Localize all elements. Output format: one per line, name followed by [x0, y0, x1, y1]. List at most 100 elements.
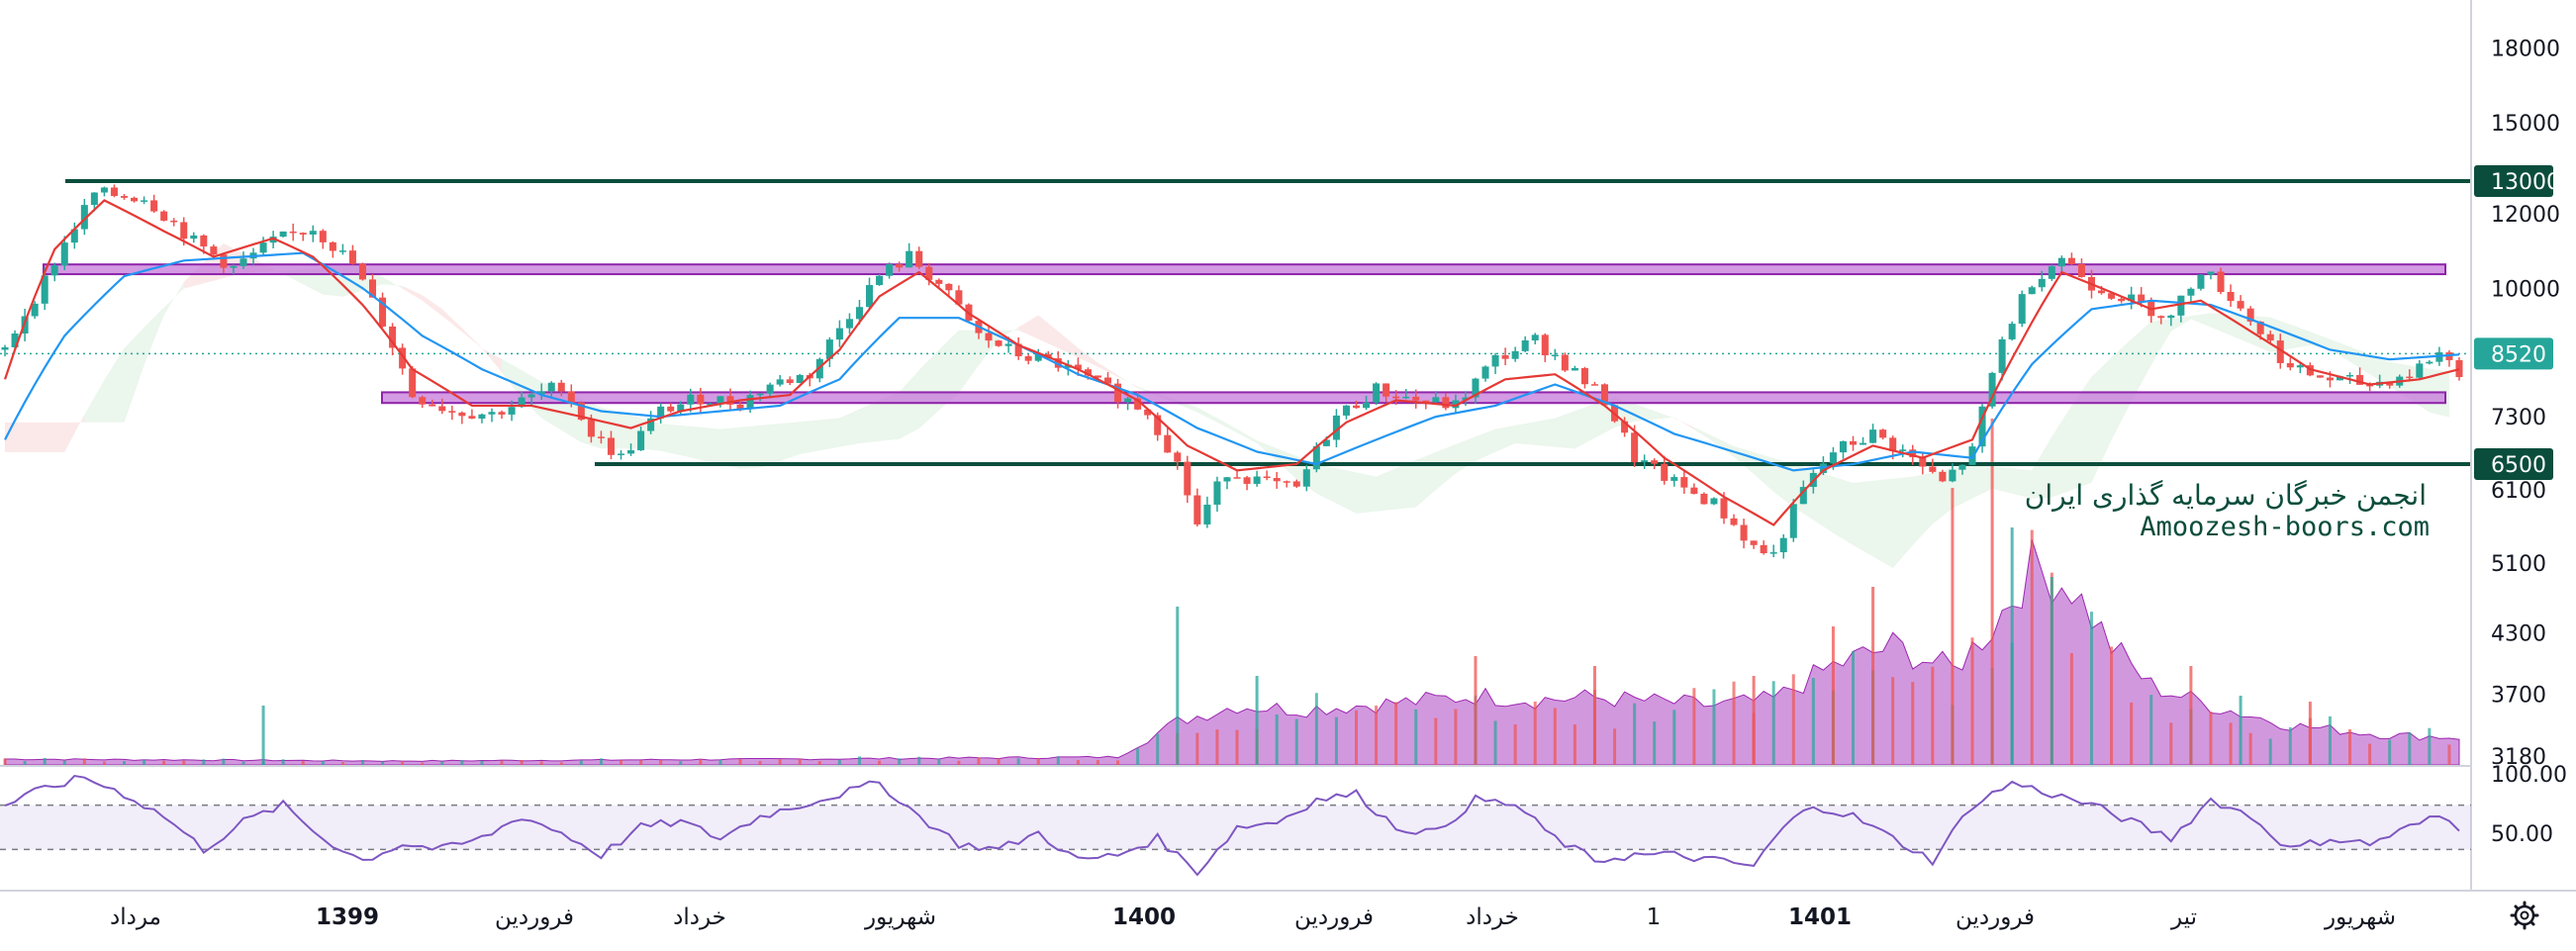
candle[interactable]: [2167, 314, 2175, 327]
candle[interactable]: [2038, 270, 2046, 292]
candle[interactable]: [2028, 285, 2036, 295]
candle[interactable]: [597, 430, 605, 444]
candle[interactable]: [1760, 540, 1767, 555]
candle[interactable]: [866, 277, 874, 311]
candle[interactable]: [2217, 267, 2225, 295]
candle[interactable]: [1412, 389, 1420, 409]
candle[interactable]: [906, 242, 913, 268]
candle[interactable]: [955, 285, 963, 305]
candle[interactable]: [1501, 347, 1509, 366]
candle[interactable]: [2018, 290, 2026, 328]
candle[interactable]: [1452, 394, 1460, 414]
candle[interactable]: [2406, 369, 2414, 382]
candle[interactable]: [80, 198, 88, 236]
candle[interactable]: [618, 449, 625, 460]
candle[interactable]: [915, 246, 923, 269]
candle[interactable]: [557, 379, 565, 397]
candle[interactable]: [458, 411, 466, 425]
candle[interactable]: [1571, 365, 1578, 371]
candle[interactable]: [498, 410, 506, 420]
candle[interactable]: [1422, 400, 1430, 410]
candle[interactable]: [667, 403, 675, 414]
candle[interactable]: [2118, 297, 2126, 304]
candle[interactable]: [1531, 333, 1539, 344]
candle[interactable]: [508, 400, 516, 422]
candle[interactable]: [90, 192, 98, 212]
candle[interactable]: [110, 184, 118, 198]
candle[interactable]: [348, 244, 356, 265]
candle[interactable]: [1332, 409, 1340, 448]
candle[interactable]: [1273, 471, 1281, 489]
candle[interactable]: [1432, 391, 1440, 404]
candle[interactable]: [1302, 464, 1310, 492]
candle[interactable]: [2197, 274, 2205, 291]
candle[interactable]: [1621, 417, 1629, 437]
candle[interactable]: [329, 240, 336, 258]
candle[interactable]: [468, 409, 476, 420]
candle[interactable]: [2227, 284, 2235, 307]
candle[interactable]: [1641, 454, 1649, 469]
candle[interactable]: [1363, 396, 1371, 411]
candle[interactable]: [239, 251, 247, 269]
candle[interactable]: [1373, 382, 1381, 406]
candle[interactable]: [448, 405, 456, 421]
candle[interactable]: [478, 413, 486, 424]
candle[interactable]: [726, 388, 734, 412]
candle[interactable]: [2008, 321, 2016, 341]
candle[interactable]: [1124, 396, 1132, 411]
candle[interactable]: [2067, 252, 2075, 265]
price-zone[interactable]: [43, 263, 2446, 276]
candle[interactable]: [1243, 475, 1251, 491]
candle[interactable]: [1511, 346, 1519, 362]
candle[interactable]: [1919, 452, 1927, 475]
candle[interactable]: [1253, 470, 1261, 487]
candle[interactable]: [1462, 391, 1470, 406]
candle[interactable]: [2316, 375, 2324, 378]
candle[interactable]: [1789, 499, 1797, 542]
candle[interactable]: [825, 336, 833, 368]
candle[interactable]: [1283, 480, 1290, 488]
candle[interactable]: [368, 273, 377, 298]
candle[interactable]: [1740, 519, 1748, 549]
candle[interactable]: [299, 232, 307, 241]
candle[interactable]: [1263, 470, 1271, 481]
candle[interactable]: [2057, 255, 2065, 272]
candle[interactable]: [1958, 464, 1966, 475]
candle[interactable]: [707, 402, 715, 406]
candle[interactable]: [886, 262, 894, 279]
candle[interactable]: [637, 427, 645, 451]
candle[interactable]: [945, 283, 953, 296]
candle[interactable]: [1223, 476, 1231, 490]
candle[interactable]: [2048, 264, 2055, 281]
candle[interactable]: [1839, 440, 1847, 459]
candle[interactable]: [1292, 479, 1300, 488]
candle[interactable]: [1402, 389, 1410, 400]
candle[interactable]: [1014, 337, 1022, 360]
candle[interactable]: [1700, 492, 1708, 505]
candle[interactable]: [766, 382, 774, 399]
candle[interactable]: [409, 365, 417, 399]
candle[interactable]: [1779, 533, 1787, 559]
candle[interactable]: [319, 229, 327, 249]
candle[interactable]: [389, 323, 397, 355]
candle[interactable]: [845, 313, 853, 334]
candle[interactable]: [220, 253, 228, 273]
candle[interactable]: [1392, 390, 1400, 406]
candle[interactable]: [1899, 444, 1907, 458]
candle[interactable]: [1869, 424, 1877, 443]
candle[interactable]: [876, 273, 884, 286]
candle[interactable]: [289, 223, 297, 241]
candle[interactable]: [1103, 372, 1112, 385]
candle[interactable]: [1521, 335, 1529, 352]
candle[interactable]: [925, 262, 933, 286]
candle[interactable]: [1541, 333, 1549, 362]
candle[interactable]: [1988, 371, 1996, 409]
candle[interactable]: [2207, 271, 2215, 280]
candle[interactable]: [1590, 381, 1598, 386]
candle[interactable]: [160, 210, 168, 222]
candle[interactable]: [1114, 378, 1122, 409]
candle[interactable]: [279, 231, 287, 238]
candle[interactable]: [100, 186, 108, 197]
candle[interactable]: [120, 193, 129, 200]
